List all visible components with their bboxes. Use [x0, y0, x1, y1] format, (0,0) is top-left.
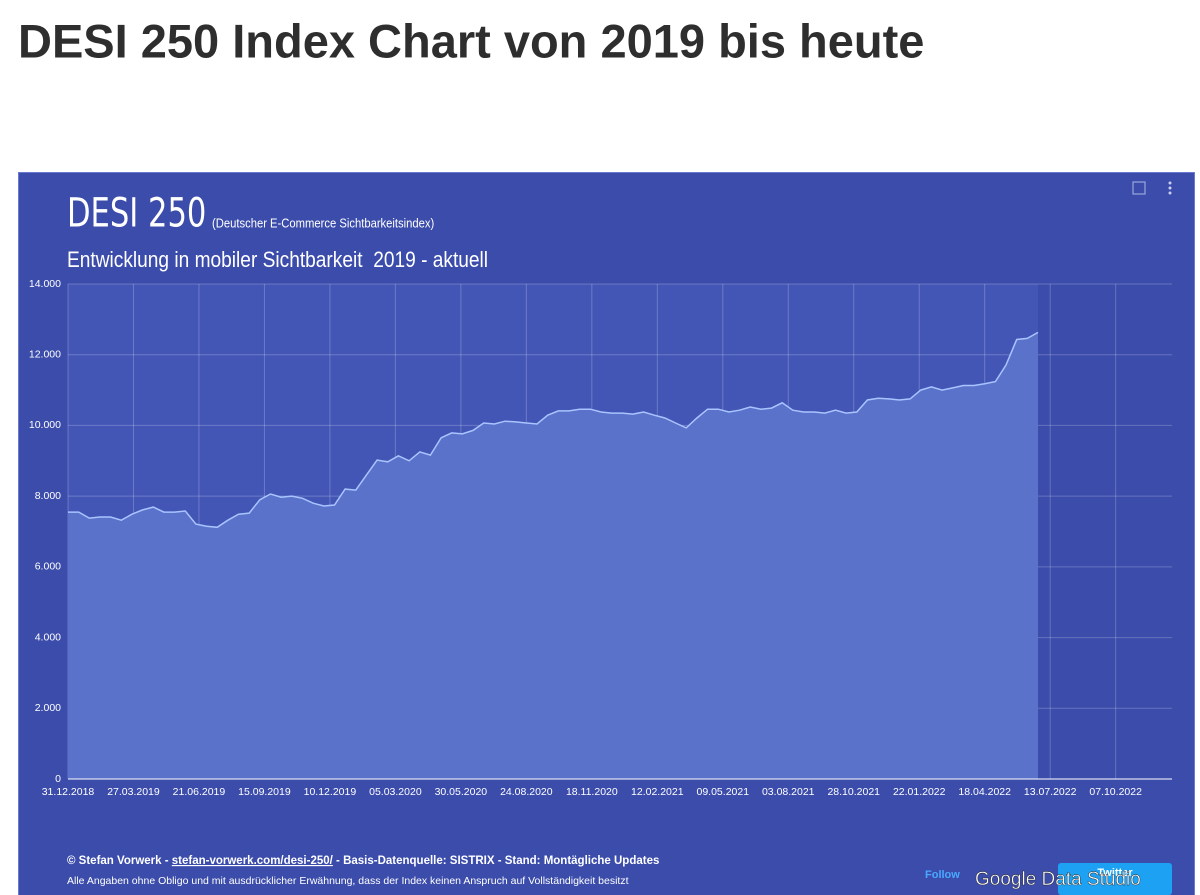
x-tick-label: 18.04.2022: [958, 786, 1011, 798]
x-tick-label: 10.12.2019: [304, 786, 357, 798]
chart-title: DESI 250: [67, 190, 206, 236]
x-tick-label: 22.01.2022: [893, 786, 946, 798]
report-icons: [1132, 181, 1172, 195]
footer-line: © Stefan Vorwerk - stefan-vorwerk.com/de…: [67, 855, 659, 867]
twitter-button-label[interactable]: Twitter: [1097, 867, 1133, 879]
x-tick-label: 27.03.2019: [107, 786, 160, 798]
x-tick-label: 12.02.2021: [631, 786, 684, 798]
menu-dot: [1168, 181, 1172, 185]
x-tick-label: 15.09.2019: [238, 786, 291, 798]
x-tick-label: 07.10.2022: [1089, 786, 1142, 798]
y-tick-label: 4.000: [35, 631, 61, 643]
brand-watermark: Google Data Studio: [975, 869, 1141, 890]
twitter-button[interactable]: [1058, 863, 1172, 895]
menu-dot: [1168, 186, 1172, 190]
y-tick-label: 0: [55, 773, 61, 785]
x-tick-label: 09.05.2021: [697, 786, 750, 798]
y-tick-label: 2.000: [35, 702, 61, 714]
x-tick-label: 28.10.2021: [827, 786, 880, 798]
footer-disclaimer: Alle Angaben ohne Obligo und mit ausdrüc…: [67, 875, 629, 887]
area-line: [68, 331, 1039, 529]
y-tick-label: 10.000: [29, 419, 61, 431]
footer-source: - Basis-Datenquelle: SISTRIX - Stand: Mo…: [333, 855, 660, 867]
plot: 0 2.000 4.000 6.000 8.000 10.000 12.000 14.000 3…: [29, 278, 1172, 798]
x-tick-label: 24.08.2020: [500, 786, 553, 798]
y-tick-label: 6.000: [35, 561, 61, 573]
chart-title-note: (Deutscher E-Commerce Sichtbarkeitsindex…: [212, 216, 434, 231]
page-title: DESI 250 Index Chart von 2019 bis heute: [18, 14, 924, 67]
menu-dot: [1168, 191, 1172, 195]
footer-link[interactable]: stefan-vorwerk.com/desi-250/: [172, 855, 334, 867]
x-tick-label: 13.07.2022: [1024, 786, 1077, 798]
x-tick-label: 05.03.2020: [369, 786, 422, 798]
area-fill: [68, 332, 1038, 779]
x-tick-label: 21.06.2019: [173, 786, 226, 798]
follow-label: Follow: [925, 869, 960, 881]
x-tick-label: 03.08.2021: [762, 786, 815, 798]
x-tick-label: 18.11.2020: [566, 786, 618, 798]
x-tick-label: 30.05.2020: [435, 786, 488, 798]
chart-subtitle: Entwicklung in mobiler Sichtbarkeit 2019…: [67, 248, 488, 273]
footer-credit: © Stefan Vorwerk -: [67, 855, 172, 867]
y-tick-label: 8.000: [35, 490, 61, 502]
explore-icon[interactable]: [1132, 181, 1146, 195]
x-tick-label: 31.12.2018: [42, 786, 95, 798]
y-tick-label: 12.000: [29, 348, 61, 360]
y-tick-label: 14.000: [29, 278, 61, 290]
